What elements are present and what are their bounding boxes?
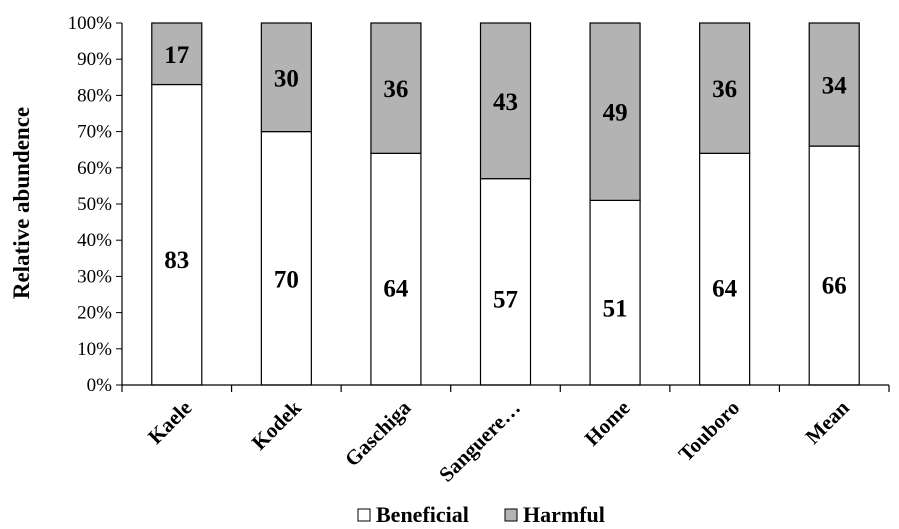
y-tick-label: 80% — [77, 85, 112, 106]
y-tick-label: 100% — [68, 13, 113, 34]
y-tick-label: 20% — [77, 303, 112, 324]
bar-harmful-0 — [151, 22, 203, 86]
data-label-harmful: 34 — [822, 73, 848, 100]
y-tick-label: 40% — [77, 230, 112, 251]
data-label-beneficial: 64 — [712, 276, 738, 303]
data-label-beneficial: 70 — [274, 267, 299, 294]
y-tick-label: 90% — [77, 49, 112, 70]
data-label-harmful: 17 — [164, 42, 189, 69]
y-tick-label: 60% — [77, 158, 112, 179]
x-category-label: Kaele — [143, 396, 196, 449]
bar-beneficial-1 — [260, 131, 312, 386]
x-category-label: Mean — [800, 395, 853, 448]
bar-beneficial-5 — [699, 152, 751, 386]
data-label-harmful: 30 — [274, 65, 299, 92]
y-tick-label: 30% — [77, 266, 112, 287]
bar-beneficial-6 — [808, 145, 860, 386]
x-category-label: Kodek — [247, 395, 306, 454]
bar-harmful-3 — [479, 22, 532, 180]
x-category-label: Home — [580, 396, 635, 451]
y-tick-label: 50% — [77, 194, 112, 215]
legend-label-beneficial: Beneficial — [376, 502, 469, 527]
y-tick-label: 70% — [77, 122, 112, 143]
bar-beneficial-3 — [479, 178, 532, 386]
legend-label-harmful: Harmful — [523, 502, 605, 527]
data-label-beneficial: 83 — [164, 247, 189, 274]
x-category-label: Gaschiga — [340, 395, 416, 471]
bar-beneficial-2 — [370, 152, 422, 386]
bars — [151, 22, 860, 386]
x-category-label: Touboro — [674, 396, 745, 467]
bar-beneficial-0 — [151, 83, 203, 386]
data-label-beneficial: 64 — [383, 276, 409, 303]
data-label-harmful: 36 — [712, 76, 737, 103]
x-axis-labels: Kaele Kodek Gaschiga Sanguere… Home Touboro Me… — [143, 395, 854, 486]
bar-harmful-5 — [699, 22, 751, 154]
legend-swatch-harmful — [504, 508, 518, 522]
bar-harmful-4 — [589, 22, 641, 201]
data-label-harmful: 49 — [603, 100, 628, 127]
y-axis-ticks: 0% 10% 20% 30% 40% 50% 60% 70% 80% 90% 100% — [68, 13, 122, 396]
data-labels: 83 17 70 30 64 36 57 43 51 49 64 36 66 34 — [164, 42, 847, 323]
legend-swatch-beneficial — [357, 508, 371, 522]
data-label-harmful: 36 — [383, 76, 408, 103]
bar-harmful-6 — [808, 22, 860, 147]
y-tick-label: 10% — [77, 339, 112, 360]
bar-harmful-2 — [370, 22, 422, 154]
data-label-beneficial: 66 — [822, 273, 847, 300]
x-category-label: Sanguere… — [434, 396, 525, 487]
data-label-harmful: 43 — [493, 89, 518, 116]
data-label-beneficial: 57 — [493, 286, 518, 313]
y-axis-title: Relative abundence — [9, 107, 34, 299]
y-tick-label: 0% — [87, 375, 113, 396]
data-label-beneficial: 51 — [603, 295, 628, 322]
bar-beneficial-4 — [589, 199, 641, 386]
bar-harmful-1 — [260, 22, 312, 133]
legend: Beneficial Harmful — [357, 502, 605, 527]
axes — [121, 23, 890, 392]
